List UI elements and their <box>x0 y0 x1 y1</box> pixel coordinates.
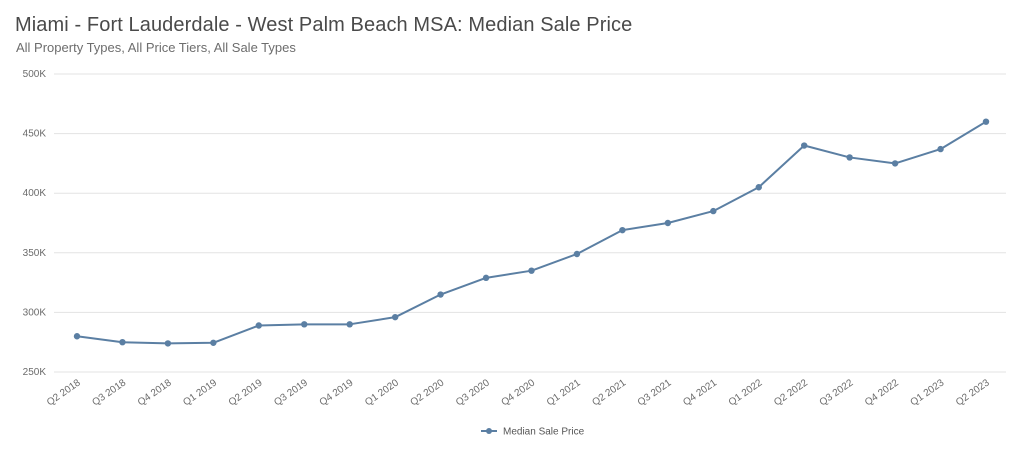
data-point <box>164 340 172 347</box>
y-tick-label: 350K <box>23 248 47 259</box>
legend[interactable]: Median Sale Price <box>481 427 585 438</box>
data-point <box>437 291 444 298</box>
data-point <box>391 313 399 321</box>
x-tick-label: Q3 2022 <box>818 377 856 408</box>
data-point <box>301 321 308 328</box>
legend-marker <box>486 428 492 434</box>
chart-subtitle: All Property Types, All Price Tiers, All… <box>16 40 296 55</box>
y-tick-label: 500K <box>23 69 47 80</box>
x-tick-label: Q2 2022 <box>772 377 810 408</box>
data-point <box>891 160 899 167</box>
data-point <box>528 267 535 274</box>
x-tick-label: Q1 2022 <box>727 377 765 408</box>
x-tick-label: Q1 2019 <box>181 377 219 408</box>
x-tick-label: Q4 2020 <box>499 377 537 408</box>
data-point <box>573 250 581 258</box>
x-tick-label: Q2 2021 <box>590 377 628 408</box>
x-tick-label: Q2 2020 <box>409 377 447 408</box>
data-point <box>73 333 81 340</box>
data-point <box>846 154 853 161</box>
data-point <box>755 184 762 191</box>
x-tick-label: Q3 2021 <box>636 377 674 408</box>
data-point <box>710 207 717 215</box>
x-tick-label: Q2 2018 <box>45 377 83 408</box>
series-median-sale-price <box>73 118 990 347</box>
data-point <box>801 142 808 149</box>
data-point <box>210 339 217 346</box>
x-tick-label: Q1 2020 <box>363 377 401 408</box>
y-axis: 250K 300K 350K 400K 450K 500K <box>23 69 47 378</box>
x-tick-label: Q1 2023 <box>909 377 947 408</box>
data-point <box>664 219 672 227</box>
x-tick-label: Q3 2018 <box>90 377 128 408</box>
data-point <box>346 321 353 328</box>
x-tick-label: Q4 2019 <box>318 377 356 408</box>
data-point <box>119 339 126 346</box>
x-tick-label: Q3 2019 <box>272 377 310 408</box>
x-tick-label: Q2 2023 <box>954 377 992 408</box>
x-tick-label: Q4 2018 <box>136 377 174 408</box>
x-tick-label: Q2 2019 <box>227 377 265 408</box>
data-point <box>982 118 990 125</box>
y-tick-label: 300K <box>23 307 47 318</box>
x-tick-label: Q3 2020 <box>454 377 492 408</box>
grid-lines <box>54 73 1006 373</box>
y-tick-label: 400K <box>23 188 47 199</box>
data-point <box>482 274 490 282</box>
chart-title: Miami - Fort Lauderdale - West Palm Beac… <box>15 14 633 36</box>
y-tick-label: 450K <box>23 129 47 140</box>
x-tick-label: Q4 2021 <box>681 377 719 408</box>
data-point <box>619 226 626 234</box>
data-point <box>255 322 262 329</box>
x-tick-label: Q4 2022 <box>863 377 901 408</box>
x-axis: Q2 2018 Q3 2018 Q4 2018 Q1 2019 Q2 2019 Q3 20… <box>45 377 992 408</box>
x-tick-label: Q1 2021 <box>545 377 583 408</box>
y-tick-label: 250K <box>23 367 47 378</box>
data-point <box>937 145 944 153</box>
legend-label: Median Sale Price <box>503 427 585 438</box>
